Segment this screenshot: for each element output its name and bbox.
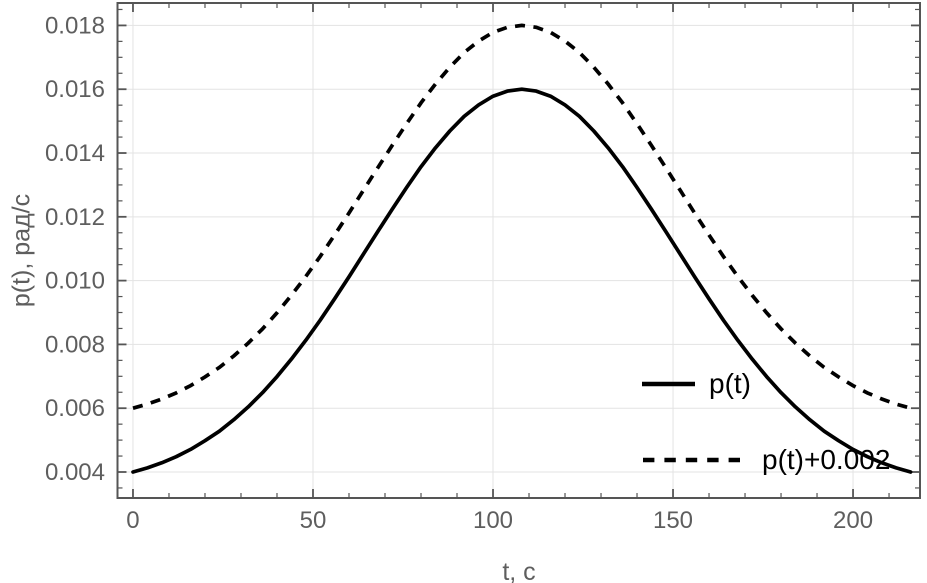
- y-tick-label: 0.012: [45, 204, 105, 231]
- y-tick-label: 0.014: [45, 140, 105, 167]
- y-tick-label: 0.006: [45, 395, 105, 422]
- y-axis-title: p(t), рад/с: [7, 193, 36, 308]
- y-tick-label: 0.016: [45, 76, 105, 103]
- y-tick-label: 0.010: [45, 268, 105, 295]
- legend-label: p(t): [709, 368, 751, 399]
- legend-item: p(t)+0.002: [643, 444, 890, 475]
- legend: p(t) p(t)+0.002: [642, 368, 890, 475]
- legend-item: p(t): [642, 368, 751, 399]
- y-tick-label: 0.018: [45, 12, 105, 39]
- x-tick-label: 100: [473, 507, 513, 534]
- plot-frame: [116, 2, 921, 499]
- x-tick-label: 0: [126, 507, 139, 534]
- tick-labels: 0 50 100 150 200 0.004 0.006 0.008 0.010 0.012 0.0…: [45, 12, 873, 534]
- series-line-pt: [131, 87, 913, 474]
- legend-label: p(t)+0.002: [762, 444, 890, 475]
- x-axis-title: t, c: [502, 558, 536, 583]
- y-tick-label: 0.008: [45, 331, 105, 358]
- series-line-pt-plus-0002: [132, 23, 912, 410]
- x-tick-label: 50: [300, 507, 327, 534]
- gridlines: [117, 3, 920, 498]
- x-tick-label: 150: [653, 507, 693, 534]
- y-tick-label: 0.004: [45, 459, 105, 486]
- x-tick-label: 200: [833, 507, 873, 534]
- axis-ticks: [117, 3, 920, 498]
